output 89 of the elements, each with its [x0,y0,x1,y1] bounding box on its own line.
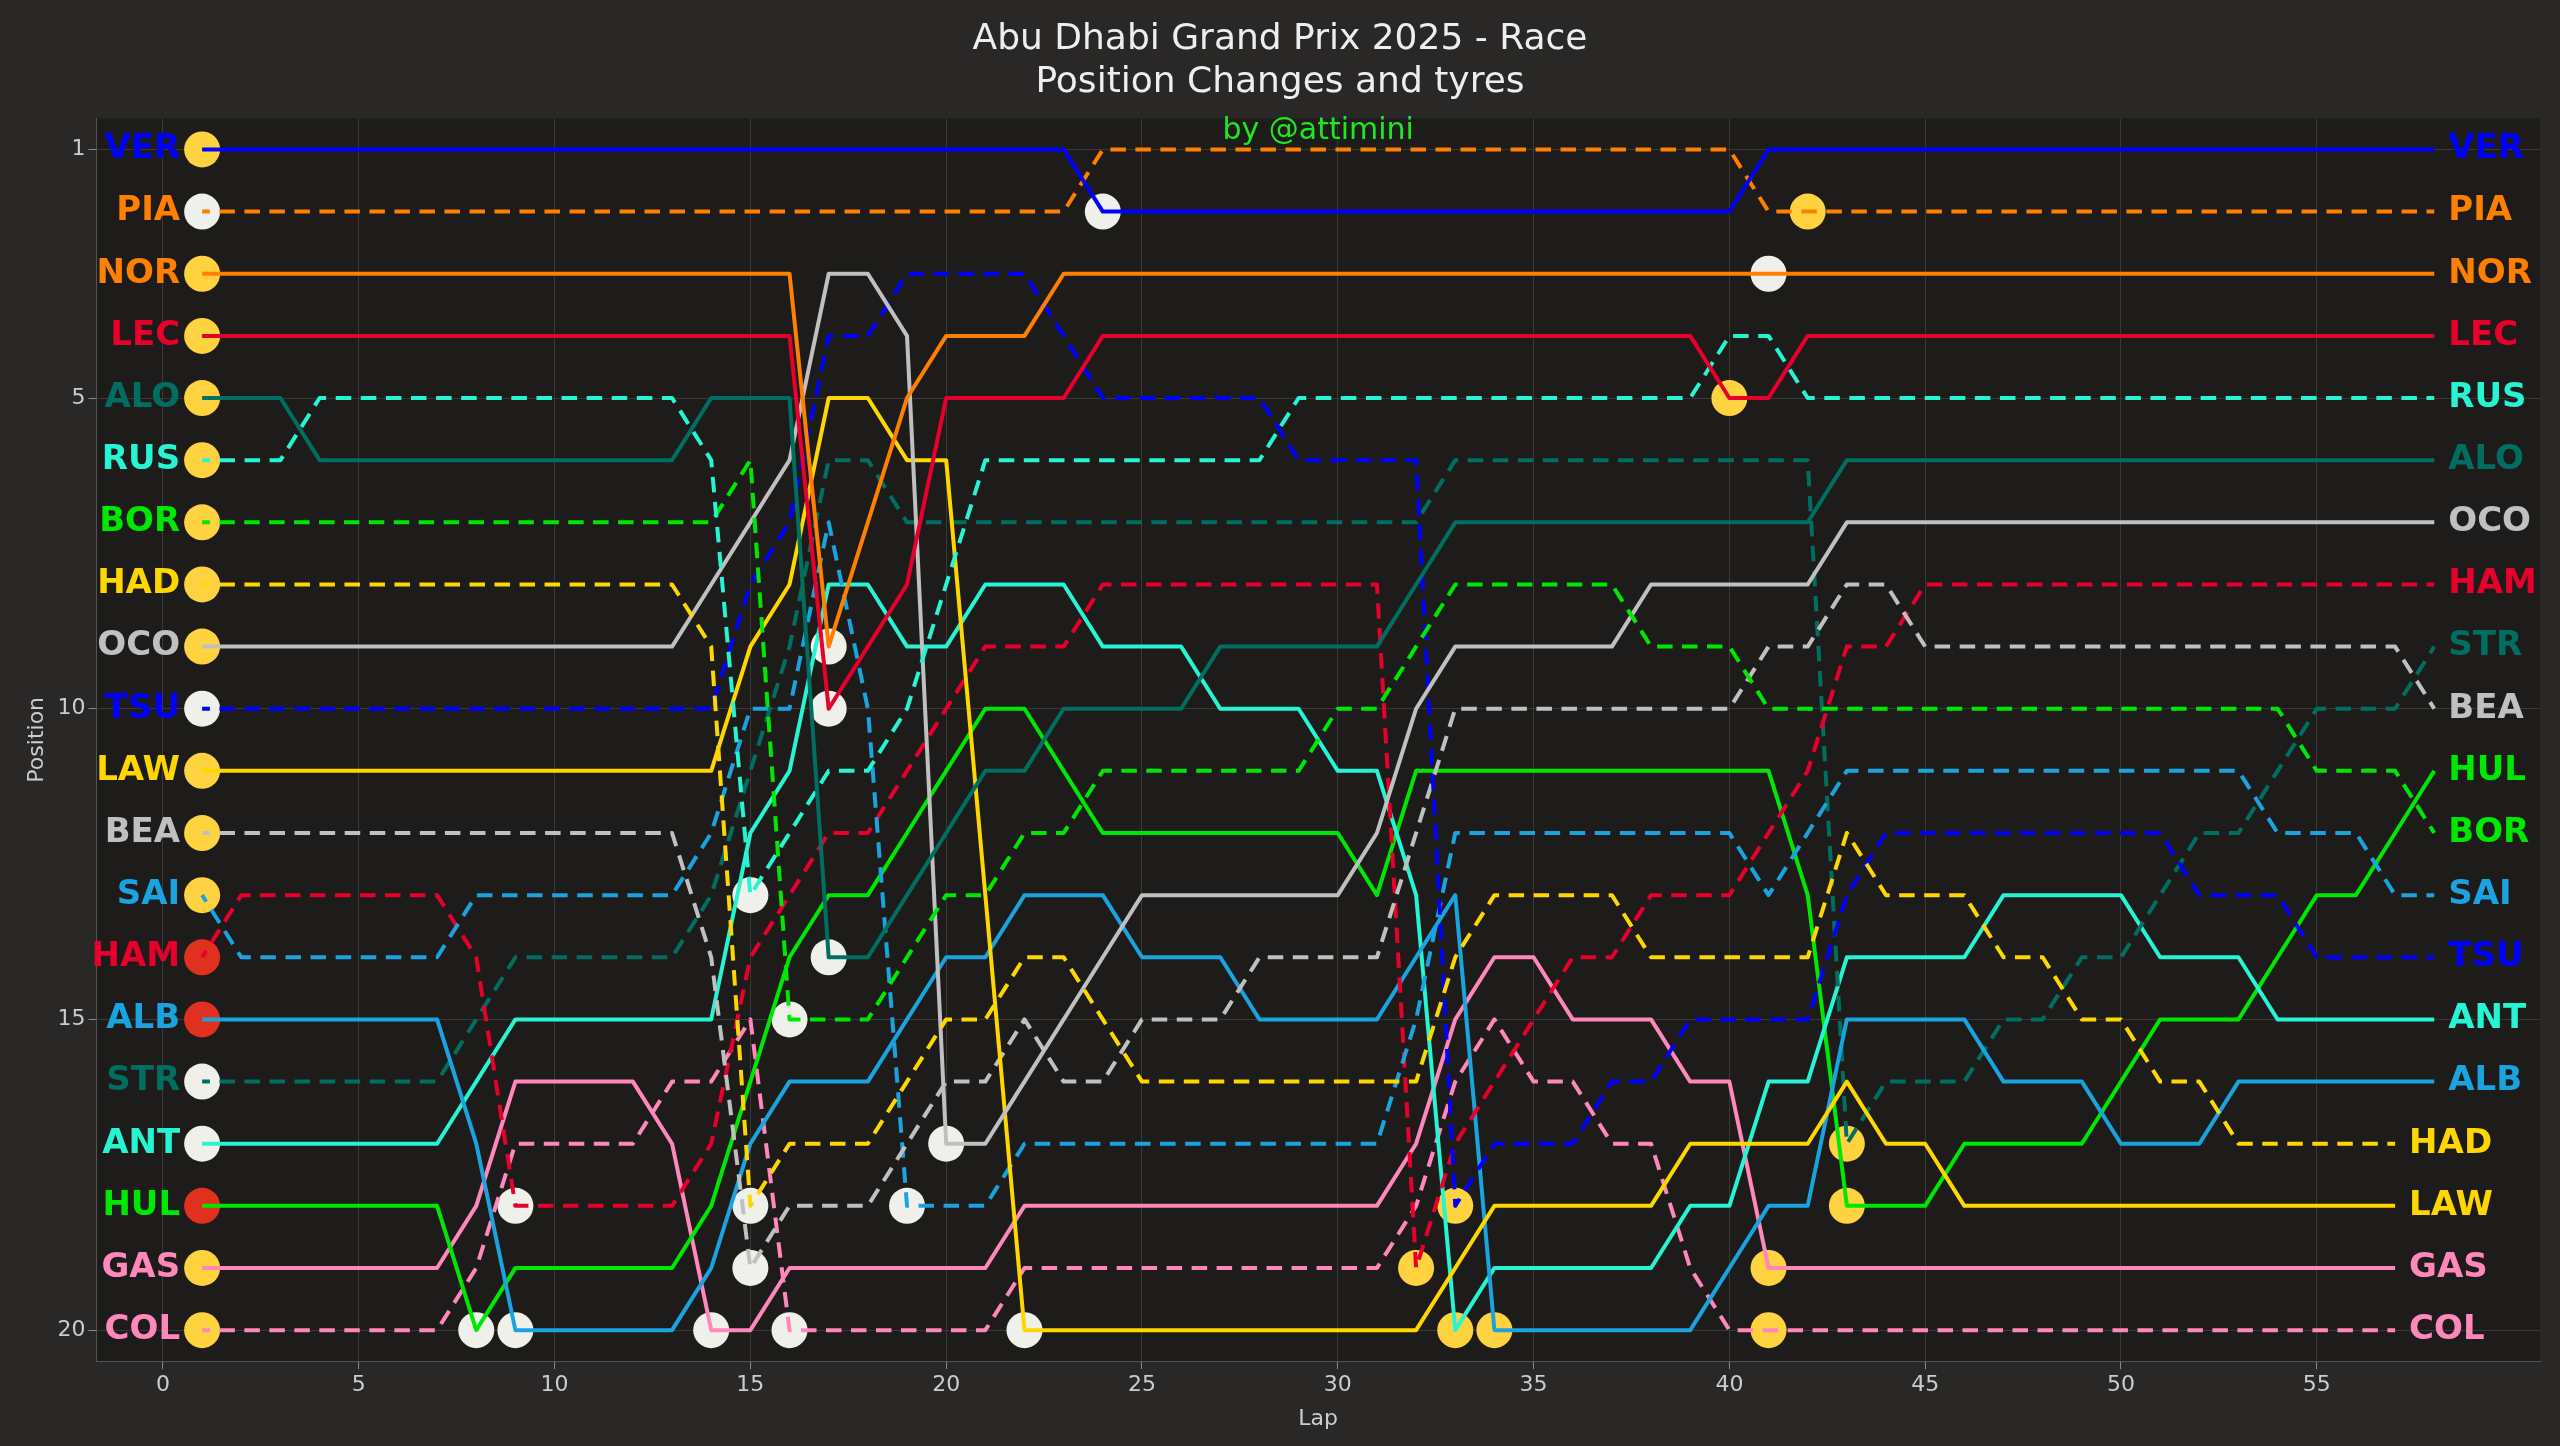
series-label: LAW [2409,1182,2494,1223]
x-tick-label: 15 [736,1371,765,1397]
y-tick-label: 1 [71,135,86,161]
text: BOR [99,499,181,540]
point [184,317,221,354]
series-label: BEA [2448,685,2525,726]
x-tick-label: 50 [2106,1371,2135,1397]
point [184,1312,221,1349]
text: LAW [96,747,181,788]
x-tick-label: 10 [540,1371,569,1397]
y-axis-title: Position [22,696,48,783]
y-tick-label: 5 [71,383,86,409]
series-label: TSU [2448,934,2524,975]
text: BEA [104,809,181,850]
text: ANT [102,1120,181,1161]
series-label: HUL [2448,747,2526,788]
x-axis-title: Lap [1298,1404,1339,1430]
series-label: HAD [2409,1120,2493,1161]
point [497,1187,534,1224]
point [184,1187,221,1224]
chart-title: Abu Dhabi Grand Prix 2025 - Race [972,15,1588,57]
point [184,628,221,665]
point [184,815,221,852]
series-label: PIA [2448,188,2513,229]
point [184,380,221,417]
text: TSU [104,685,181,726]
point [184,752,221,789]
text: STR [106,1058,181,1099]
series-label: COL [2409,1306,2485,1347]
series-label: OCO [2448,499,2532,540]
x-tick-label: 30 [1323,1371,1352,1397]
text: GAS [101,1244,181,1285]
text: COL [104,1306,181,1347]
series-label: ALB [2448,1058,2523,1099]
x-tick-label: 40 [1715,1371,1744,1397]
point [771,1001,808,1038]
point [1398,1249,1435,1286]
x-tick-label: 20 [932,1371,961,1397]
point [184,504,221,541]
x-tick-label: 25 [1127,1371,1156,1397]
y-tick-label: 10 [57,694,86,720]
series-label: BOR [2448,809,2530,850]
text: NOR [96,250,181,291]
text: HUL [102,1182,181,1223]
x-tick-label: 55 [2302,1371,2331,1397]
x-tick-label: 5 [351,1371,366,1397]
text: VER [104,126,181,167]
series-label: ALO [2448,437,2524,477]
point [184,1063,221,1100]
series-label: STR [2448,623,2523,664]
point [184,442,221,479]
text: HAD [97,561,181,602]
point [184,690,221,727]
y-tick-label: 20 [57,1315,86,1341]
x-tick-label: 45 [1911,1371,1940,1397]
text: RUS [101,437,181,477]
text: PIA [116,188,181,229]
point [184,1125,221,1162]
point [184,131,221,168]
text: SAI [116,871,181,912]
text: ALO [104,374,181,415]
point [184,939,221,976]
series-label: RUS [2448,374,2527,415]
series-label: HAM [2448,561,2537,602]
series-label: SAI [2448,871,2512,912]
point [771,1312,808,1349]
x-tick-label: 35 [1519,1371,1548,1397]
series-label: VER [2448,126,2524,167]
series-label: LEC [2448,312,2519,353]
series-label: ANT [2448,996,2528,1037]
point [184,1001,221,1038]
x-tick-label: 0 [155,1371,170,1397]
series-label: GAS [2409,1244,2488,1285]
point [889,1187,926,1224]
point [184,566,221,603]
text: ALB [106,996,181,1037]
point [1789,193,1826,230]
point [184,255,221,292]
text: LEC [110,312,181,353]
point [184,877,221,914]
annotation: by @attimini [1222,111,1414,147]
chart-subtitle: Position Changes and tyres [1035,59,1525,101]
point [184,193,221,230]
y-tick-label: 15 [57,1005,86,1031]
point [184,1249,221,1286]
text: OCO [97,623,181,664]
point [1750,1312,1787,1349]
text: HAM [91,934,181,975]
series-label: NOR [2448,250,2532,291]
